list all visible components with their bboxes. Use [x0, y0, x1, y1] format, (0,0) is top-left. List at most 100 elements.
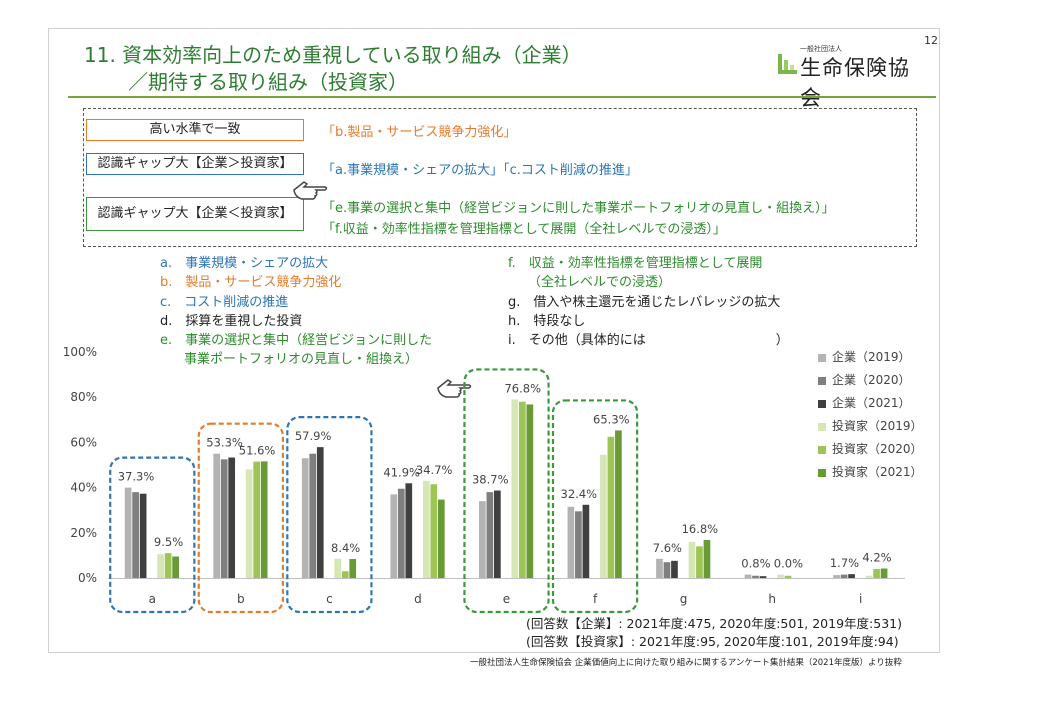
bar-b-1 [220, 459, 228, 578]
bar-c-3 [334, 558, 342, 578]
bar-g-0 [656, 558, 663, 578]
bar-d-2 [405, 483, 413, 578]
highlight-box-a [109, 456, 196, 614]
bar-f-0 [567, 506, 575, 578]
tag-gap-investor: 認識ギャップ大【企業＜投資家】 [86, 197, 304, 231]
summary-text-gap-investor-1: 「e.事業の選択と集中（経営ビジョンに則した事業ポートフォリオの見直し・組換え）… [322, 201, 835, 216]
series-legend-item: 企業（2019） [818, 346, 923, 369]
x-tick-label: g [680, 592, 688, 606]
bar-b-5 [260, 461, 268, 578]
tag-gap-company: 認識ギャップ大【企業＞投資家】 [86, 153, 304, 175]
bar-d-5 [437, 499, 445, 578]
bar-h-3 [777, 574, 784, 578]
bar-i-5 [880, 568, 888, 578]
x-tick-label: c [326, 592, 333, 606]
bar-h-2 [759, 576, 767, 578]
response-count-investor: (回答数【投資家】: 2021年度:95, 2020年度:101, 2019年度… [526, 634, 899, 649]
logo-mark-icon [778, 54, 797, 74]
bar-a-0 [124, 487, 132, 578]
series-legend-item: 投資家（2021） [818, 461, 923, 484]
bar-d-1 [397, 488, 405, 578]
bar-a-5 [172, 556, 179, 578]
bar-h-0 [744, 574, 752, 578]
bar-d-0 [390, 494, 398, 578]
item-legend-h: h. 特段なし [508, 314, 586, 329]
item-legend-d: d. 採算を重視した投資 [160, 314, 303, 329]
bar-i-1 [840, 574, 848, 578]
y-tick-label: 100% [63, 345, 97, 359]
series-legend-item: 企業（2020） [818, 369, 923, 392]
bar-b-3 [245, 469, 253, 578]
data-label: 0.0% [774, 557, 803, 571]
data-label: 57.9% [295, 429, 332, 443]
bar-g-1 [663, 562, 671, 578]
series-legend: 企業（2019） 企業（2020） 企業（2021） 投資家（2019） 投資家（202… [818, 346, 923, 484]
bar-i-4 [873, 568, 880, 578]
legend-swatch [818, 422, 826, 431]
legend-swatch [818, 468, 826, 477]
highlight-box-e [463, 368, 550, 614]
item-legend-g: g. 借入や株主還元を通じたレバレッジの拡大 [508, 295, 781, 310]
x-tick-label: b [237, 592, 245, 606]
summary-text-gap-company: 「a.事業規模・シェアの拡大」「c.コスト削減の推進」 [322, 163, 638, 178]
bar-c-5 [349, 559, 357, 578]
data-label: 7.6% [653, 541, 682, 555]
legend-swatch [818, 399, 826, 408]
response-counts: (回答数【企業】: 2021年度:475, 2020年度:501, 2019年度… [526, 615, 902, 651]
legend-label: 投資家（2021） [832, 465, 923, 479]
logo-org-name: 生命保険協会 [800, 56, 910, 110]
data-label: 38.7% [472, 473, 509, 487]
bar-f-2 [582, 504, 590, 578]
data-label: 41.9% [383, 465, 420, 479]
item-legend-a: a. 事業規模・シェアの拡大 [160, 256, 329, 271]
bar-f-3 [600, 454, 607, 578]
data-label: 1.7% [830, 556, 859, 570]
bar-g-2 [671, 560, 678, 578]
bar-c-1 [309, 453, 317, 578]
x-tick-label: e [503, 592, 510, 606]
tag-high-agreement: 高い水準で一致 [86, 119, 304, 141]
data-label: 37.3% [118, 470, 155, 484]
legend-swatch [818, 376, 826, 385]
legend-label: 企業（2020） [832, 373, 911, 387]
title-line-1: 11. 資本効率向上のため重視している取り組み（企業） [84, 43, 582, 67]
summary-text-high: 「b.製品・サービス競争力強化」 [322, 125, 517, 140]
bar-c-2 [316, 447, 324, 578]
item-legend-f1: f. 収益・効率性指標を管理指標として展開 [508, 256, 763, 271]
bar-h-4 [784, 575, 792, 578]
bar-d-3 [422, 480, 430, 578]
x-tick-label: f [593, 592, 598, 606]
legend-swatch [818, 353, 826, 362]
bar-b-0 [213, 453, 221, 578]
item-legend-f2: （全社レベルでの浸透） [528, 275, 672, 290]
bar-e-1 [486, 492, 494, 578]
data-label: 0.8% [741, 557, 770, 571]
bar-e-0 [479, 501, 486, 578]
response-count-company: (回答数【企業】: 2021年度:475, 2020年度:501, 2019年度… [526, 616, 902, 631]
item-legend-c: c. コスト削減の推進 [160, 295, 289, 310]
data-label: 34.7% [416, 463, 453, 477]
bar-a-2 [139, 493, 147, 578]
bar-e-4 [519, 401, 526, 578]
legend-label: 投資家（2019） [832, 419, 923, 433]
y-tick-label: 80% [70, 390, 97, 404]
y-tick-label: 60% [70, 435, 97, 449]
bar-g-5 [703, 540, 711, 578]
data-label: 9.5% [154, 535, 183, 549]
series-legend-item: 投資家（2019） [818, 415, 923, 438]
bar-a-1 [132, 492, 139, 578]
data-label: 8.4% [331, 541, 360, 555]
bar-f-4 [607, 436, 615, 578]
bar-h-1 [752, 575, 759, 578]
bar-e-5 [526, 404, 534, 578]
x-tick-label: d [414, 592, 422, 606]
title-divider [68, 96, 936, 98]
item-legend-e1: e. 事業の選択と集中（経営ビジョンに則した [160, 333, 433, 348]
data-label: 51.6% [239, 443, 276, 457]
x-tick-label: i [859, 592, 862, 606]
legend-label: 企業（2021） [832, 396, 911, 410]
y-tick-label: 20% [70, 526, 97, 540]
source-note: 一般社団法人生命保険協会 企業価値向上に向けた取り組みに関するアンケート集計結果… [470, 658, 902, 668]
item-legend-b: b. 製品・サービス競争力強化 [160, 275, 342, 290]
